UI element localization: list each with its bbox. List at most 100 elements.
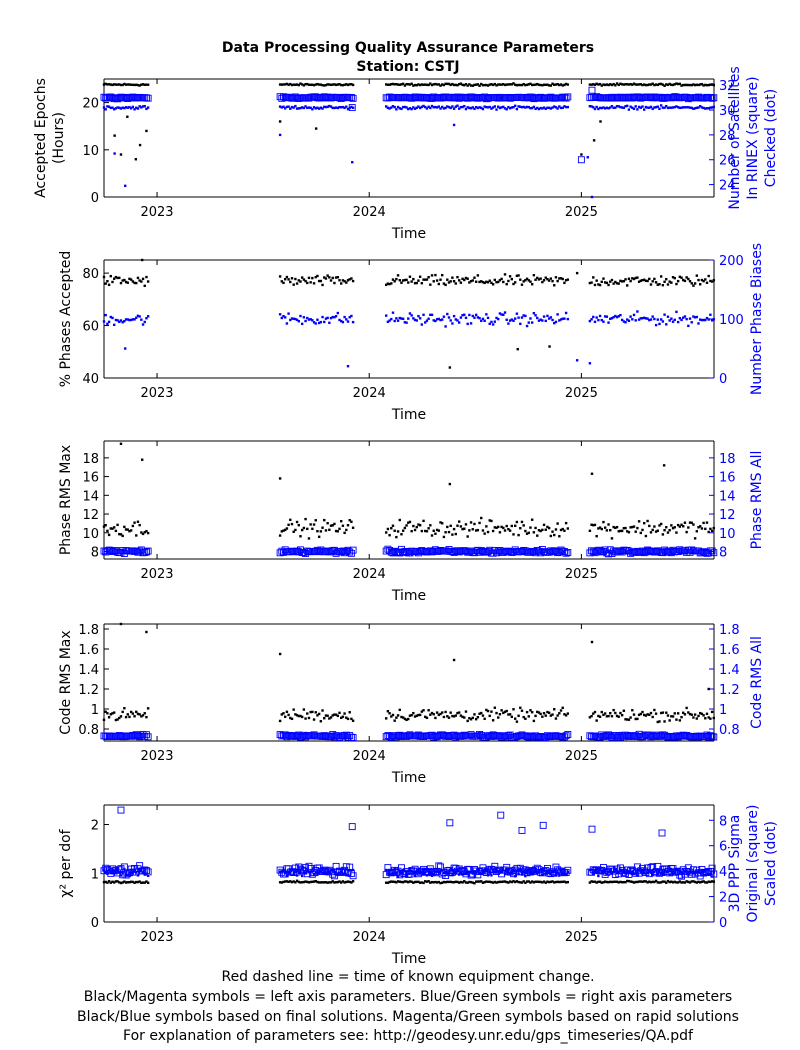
data-point-dot bbox=[396, 875, 400, 878]
data-point-dot bbox=[503, 872, 507, 876]
data-point-dot bbox=[133, 318, 136, 321]
data-point-dot bbox=[311, 527, 314, 531]
data-point-dot bbox=[614, 314, 617, 318]
data-point-dot bbox=[314, 871, 317, 875]
data-point-dot bbox=[699, 711, 702, 715]
data-point-dot bbox=[463, 527, 466, 530]
data-point-dot bbox=[697, 714, 700, 718]
data-point-dot bbox=[597, 107, 600, 111]
data-point-dot bbox=[432, 713, 435, 716]
data-point-dot bbox=[317, 321, 321, 325]
data-point-dot bbox=[297, 107, 300, 110]
data-point-dot bbox=[114, 718, 118, 722]
data-point-dot bbox=[707, 530, 710, 534]
data-point-dot bbox=[459, 281, 463, 284]
data-point-dot bbox=[346, 717, 350, 721]
data-point-dot bbox=[631, 106, 634, 109]
data-point-dot bbox=[549, 84, 553, 87]
data-point-dot bbox=[109, 315, 112, 319]
data-point-dot bbox=[563, 317, 566, 320]
data-point-dot bbox=[401, 279, 405, 282]
data-point-dot bbox=[702, 318, 705, 322]
data-point-dot bbox=[393, 280, 396, 283]
data-point-dot bbox=[297, 871, 300, 875]
left-y-tick-label: 40 bbox=[82, 372, 99, 387]
data-point-dot bbox=[441, 83, 444, 86]
data-point-dot bbox=[556, 313, 559, 316]
data-point-dot bbox=[699, 318, 702, 321]
data-point-dot bbox=[469, 279, 473, 283]
data-point-dot bbox=[624, 83, 627, 86]
data-point-dot bbox=[457, 82, 461, 86]
data-point-dot bbox=[536, 710, 539, 714]
data-point-dot bbox=[396, 714, 400, 717]
data-point-dot bbox=[457, 711, 461, 714]
data-point-dot bbox=[612, 315, 615, 319]
data-point-dot bbox=[510, 277, 513, 281]
data-point-dot bbox=[129, 880, 133, 883]
data-point-dot bbox=[617, 105, 620, 108]
data-point-square bbox=[564, 548, 572, 556]
data-point-dot bbox=[307, 716, 311, 720]
data-point-dot bbox=[138, 713, 141, 716]
data-point-dot bbox=[490, 83, 493, 86]
data-point-dot bbox=[391, 713, 395, 717]
data-point-dot bbox=[685, 530, 688, 534]
data-point-dot bbox=[135, 106, 138, 109]
data-point-dot bbox=[386, 106, 390, 109]
right-y-tick-label: 8 bbox=[719, 546, 727, 561]
data-point-dot bbox=[634, 319, 637, 322]
data-point-dot bbox=[588, 362, 592, 365]
data-point-dot bbox=[627, 108, 631, 111]
data-point-dot bbox=[134, 158, 138, 161]
data-point-dot bbox=[331, 714, 334, 717]
data-point-dot bbox=[102, 275, 106, 279]
data-point-dot bbox=[145, 880, 148, 883]
data-point-dot bbox=[324, 714, 328, 717]
data-point-dot bbox=[682, 881, 685, 884]
data-point-dot bbox=[119, 281, 123, 285]
data-point-dot bbox=[343, 315, 346, 319]
data-point-dot bbox=[316, 714, 319, 717]
data-point-dot bbox=[451, 881, 454, 884]
data-point-dot bbox=[446, 312, 449, 316]
data-point-dot bbox=[287, 105, 290, 108]
data-point-dot bbox=[500, 525, 503, 529]
data-point-dot bbox=[707, 872, 710, 876]
data-point-dot bbox=[452, 715, 456, 718]
data-point-dot bbox=[295, 520, 299, 524]
data-point-square bbox=[588, 86, 596, 94]
data-point-dot bbox=[537, 711, 541, 714]
data-point-dot bbox=[278, 719, 282, 723]
data-point-dot bbox=[444, 106, 447, 110]
data-point-dot bbox=[116, 880, 119, 883]
data-point-dot bbox=[323, 320, 326, 324]
data-point-dot bbox=[107, 716, 111, 719]
data-point-dot bbox=[710, 880, 714, 883]
data-point-dot bbox=[141, 83, 145, 86]
data-point-dot bbox=[486, 709, 490, 713]
data-point-dot bbox=[143, 873, 146, 876]
data-point-dot bbox=[439, 521, 442, 524]
data-point-dot bbox=[520, 520, 524, 524]
data-point-dot bbox=[345, 716, 348, 719]
data-point-dot bbox=[624, 278, 627, 281]
data-point-dot bbox=[408, 312, 412, 315]
data-point-dot bbox=[417, 713, 420, 717]
data-point-dot bbox=[671, 106, 675, 109]
data-point-dot bbox=[321, 709, 324, 712]
data-point-dot bbox=[620, 881, 624, 884]
data-point-dot bbox=[480, 516, 483, 520]
data-point-dot bbox=[620, 318, 624, 322]
data-point-dot bbox=[457, 881, 461, 884]
data-point-dot bbox=[615, 282, 619, 285]
data-point-dot bbox=[563, 105, 566, 108]
data-point-dot bbox=[536, 534, 539, 537]
data-point-dot bbox=[510, 524, 513, 528]
data-point-dot bbox=[412, 524, 415, 528]
data-point-dot bbox=[654, 83, 658, 86]
data-point-dot bbox=[661, 872, 665, 876]
data-point-dot bbox=[444, 710, 447, 714]
data-point-dot bbox=[680, 84, 683, 87]
data-point-dot bbox=[680, 523, 683, 527]
